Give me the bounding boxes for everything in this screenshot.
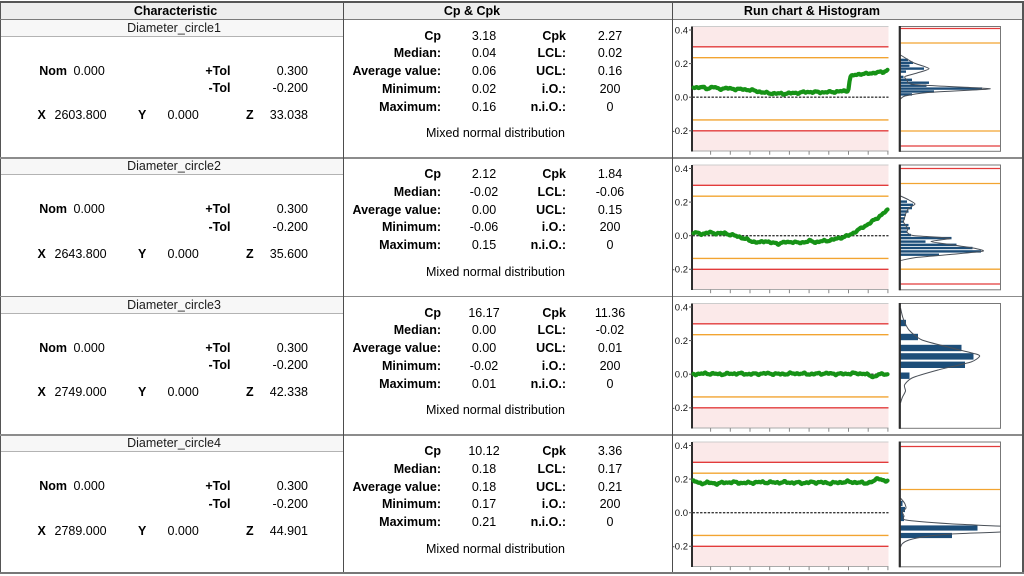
svg-text:0.0: 0.0 [675,93,688,104]
svg-text:0.4: 0.4 [675,302,688,313]
svg-text:0.2: 0.2 [675,197,688,208]
svg-text:0.2: 0.2 [675,336,688,347]
svg-text:0.2: 0.2 [675,59,688,70]
svg-text:0.4: 0.4 [675,441,688,452]
svg-text:-0.2: -0.2 [672,126,688,137]
svg-text:0.0: 0.0 [675,231,688,242]
svg-text:-0.2: -0.2 [672,265,688,276]
svg-text:0.4: 0.4 [675,164,688,175]
svg-text:0.0: 0.0 [675,370,688,381]
svg-text:-0.2: -0.2 [672,542,688,553]
svg-text:-0.2: -0.2 [672,403,688,414]
svg-text:0.4: 0.4 [675,25,688,36]
svg-text:0.2: 0.2 [675,474,688,485]
svg-text:0.0: 0.0 [675,508,688,519]
